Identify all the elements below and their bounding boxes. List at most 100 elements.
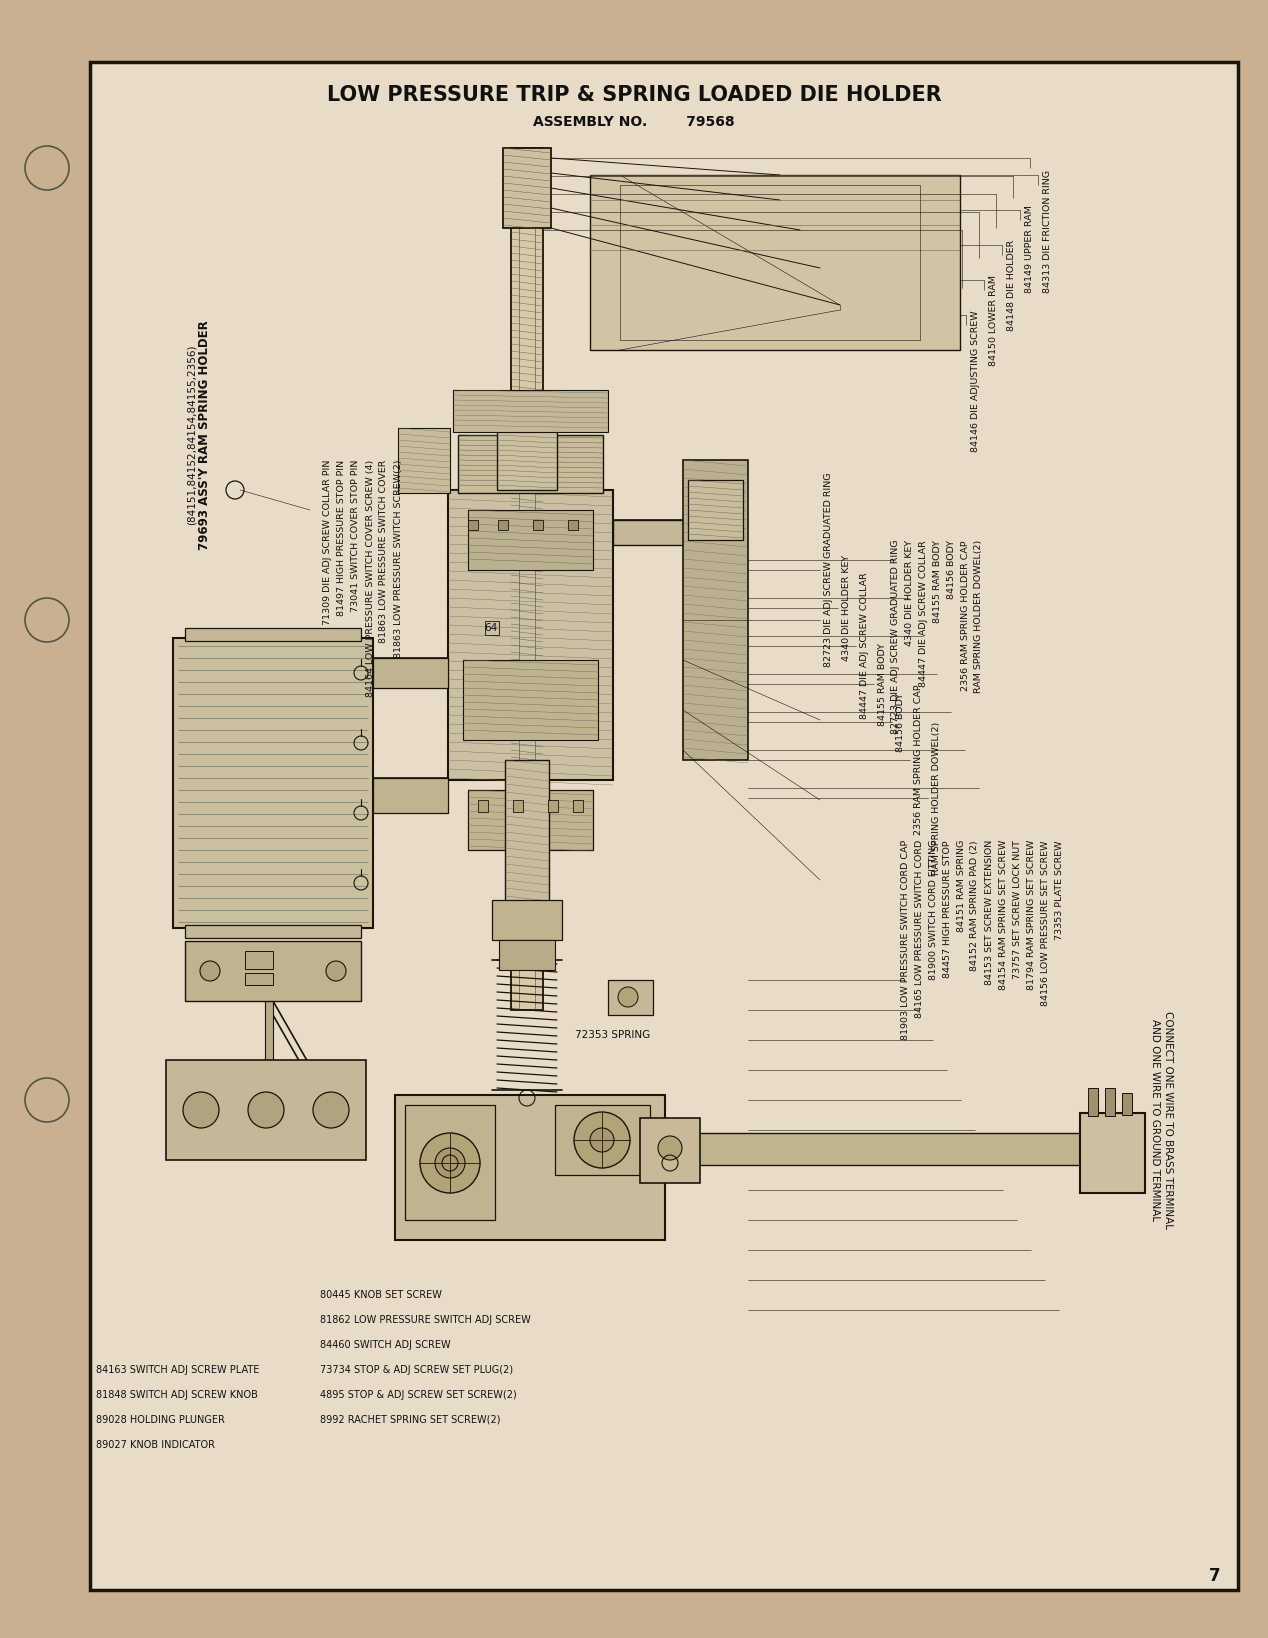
Text: 84155 RAM BODY: 84155 RAM BODY: [877, 642, 888, 726]
Bar: [185, 940, 361, 1001]
Text: 84151 RAM SPRING: 84151 RAM SPRING: [956, 840, 965, 932]
Text: 73757 SET SCREW LOCK NUT: 73757 SET SCREW LOCK NUT: [1013, 840, 1022, 980]
Bar: [468, 509, 593, 570]
Bar: [398, 428, 450, 493]
Bar: [548, 799, 558, 812]
Bar: [1104, 1088, 1115, 1115]
Text: RAM SPRING HOLDER DOWEL(2): RAM SPRING HOLDER DOWEL(2): [932, 721, 941, 875]
Text: 71309 DIE ADJ SCREW COLLAR PIN: 71309 DIE ADJ SCREW COLLAR PIN: [323, 460, 332, 626]
Bar: [533, 519, 543, 531]
Text: 2356 RAM SPRING HOLDER CAP: 2356 RAM SPRING HOLDER CAP: [960, 541, 970, 691]
Bar: [468, 790, 593, 850]
Text: (84151,84152,84154,84155,2356): (84151,84152,84154,84155,2356): [186, 344, 197, 526]
Text: 84149 UPPER RAM: 84149 UPPER RAM: [1025, 205, 1033, 293]
Bar: [484, 621, 500, 636]
Text: 73353 PLATE SCREW: 73353 PLATE SCREW: [1055, 840, 1064, 940]
Text: AND ONE WIRE TO GROUND TERMINAL: AND ONE WIRE TO GROUND TERMINAL: [1150, 1019, 1160, 1220]
Text: 73734 STOP & ADJ SCREW SET PLUG(2): 73734 STOP & ADJ SCREW SET PLUG(2): [320, 1364, 514, 1374]
Bar: [640, 1119, 700, 1183]
Circle shape: [25, 146, 68, 190]
Text: CONNECT ONE WIRE TO BRASS TERMINAL: CONNECT ONE WIRE TO BRASS TERMINAL: [1163, 1011, 1173, 1228]
Circle shape: [249, 1093, 284, 1129]
Text: 64: 64: [484, 622, 497, 632]
Circle shape: [326, 962, 346, 981]
Text: 82723 DIE ADJ SCREW GRADUATED RING: 82723 DIE ADJ SCREW GRADUATED RING: [890, 541, 899, 734]
Bar: [1122, 1093, 1132, 1115]
Bar: [511, 147, 543, 1011]
Circle shape: [420, 1133, 481, 1192]
Bar: [689, 480, 743, 541]
Text: 84313 DIE FRICTION RING: 84313 DIE FRICTION RING: [1044, 170, 1052, 293]
Bar: [478, 799, 488, 812]
Text: 8992 RACHET SPRING SET SCREW(2): 8992 RACHET SPRING SET SCREW(2): [320, 1415, 501, 1425]
Text: 72353 SPRING: 72353 SPRING: [574, 1030, 650, 1040]
Text: 84153 SET SCREW EXTENSION: 84153 SET SCREW EXTENSION: [984, 840, 994, 984]
Text: 81863 LOW PRESSURE SWITCH COVER: 81863 LOW PRESSURE SWITCH COVER: [379, 460, 388, 644]
Text: 80445 KNOB SET SCREW: 80445 KNOB SET SCREW: [320, 1291, 441, 1301]
Text: 81863 LOW PRESSURE SWITCH SCREW(2): 81863 LOW PRESSURE SWITCH SCREW(2): [393, 460, 402, 658]
Bar: [690, 1133, 1080, 1165]
Text: 89028 HOLDING PLUNGER: 89028 HOLDING PLUNGER: [96, 1415, 224, 1425]
Circle shape: [313, 1093, 349, 1129]
Circle shape: [574, 1112, 630, 1168]
Text: 84148 DIE HOLDER: 84148 DIE HOLDER: [1007, 241, 1016, 331]
Bar: [498, 519, 508, 531]
Circle shape: [183, 1093, 219, 1129]
Bar: [373, 778, 448, 812]
Bar: [555, 1106, 650, 1174]
Bar: [683, 460, 748, 760]
Text: 84457 HIGH PRESSURE STOP: 84457 HIGH PRESSURE STOP: [942, 840, 951, 978]
Text: 84447 DIE ADJ SCREW COLLAR: 84447 DIE ADJ SCREW COLLAR: [860, 573, 869, 719]
Text: 4895 STOP & ADJ SCREW SET SCREW(2): 4895 STOP & ADJ SCREW SET SCREW(2): [320, 1391, 517, 1400]
Text: 84156 LOW PRESSURE SET SCREW: 84156 LOW PRESSURE SET SCREW: [1041, 840, 1050, 1006]
Bar: [505, 760, 549, 960]
Bar: [458, 436, 604, 493]
Text: 84152 RAM SPRING PAD (2): 84152 RAM SPRING PAD (2): [970, 840, 979, 971]
Bar: [245, 952, 273, 970]
Text: 84155 RAM BODY: 84155 RAM BODY: [932, 541, 942, 622]
Bar: [1088, 1088, 1098, 1115]
Circle shape: [200, 962, 221, 981]
Text: 84150 LOWER RAM: 84150 LOWER RAM: [989, 275, 998, 365]
Bar: [172, 637, 373, 929]
Circle shape: [658, 1137, 682, 1160]
Text: ASSEMBLY NO.        79568: ASSEMBLY NO. 79568: [533, 115, 735, 129]
Bar: [373, 658, 448, 688]
Bar: [514, 799, 522, 812]
Bar: [497, 431, 557, 490]
Text: 84156 BODY: 84156 BODY: [946, 541, 956, 600]
Text: 79693 ASS'Y RAM SPRING HOLDER: 79693 ASS'Y RAM SPRING HOLDER: [199, 319, 212, 550]
Bar: [500, 940, 555, 970]
Text: 4340 DIE HOLDER KEY: 4340 DIE HOLDER KEY: [904, 541, 913, 645]
Bar: [492, 899, 562, 940]
Circle shape: [25, 598, 68, 642]
Text: 89027 KNOB INDICATOR: 89027 KNOB INDICATOR: [96, 1440, 216, 1450]
Bar: [503, 147, 552, 228]
Text: 2356 RAM SPRING HOLDER CAP: 2356 RAM SPRING HOLDER CAP: [914, 685, 923, 835]
Text: 84447 DIE ADJ SCREW COLLAR: 84447 DIE ADJ SCREW COLLAR: [918, 541, 927, 686]
Text: 84146 DIE ADJUSTING SCREW: 84146 DIE ADJUSTING SCREW: [971, 310, 980, 452]
Bar: [453, 390, 607, 432]
Bar: [245, 973, 273, 984]
Bar: [568, 519, 578, 531]
Text: 81903 LOW PRESSURE SWITCH CORD CAP: 81903 LOW PRESSURE SWITCH CORD CAP: [900, 840, 909, 1040]
Bar: [166, 1060, 366, 1160]
Bar: [185, 627, 361, 640]
Text: 81497 HIGH PRESSURE STOP PIN: 81497 HIGH PRESSURE STOP PIN: [337, 460, 346, 616]
Bar: [396, 1094, 664, 1240]
Text: 81862 LOW PRESSURE SWITCH ADJ SCREW: 81862 LOW PRESSURE SWITCH ADJ SCREW: [320, 1315, 531, 1325]
Bar: [590, 175, 960, 351]
Bar: [185, 925, 361, 939]
Bar: [404, 1106, 495, 1220]
Text: 84460 SWITCH ADJ SCREW: 84460 SWITCH ADJ SCREW: [320, 1340, 450, 1350]
Text: 84165 LOW PRESSURE SWITCH CORD: 84165 LOW PRESSURE SWITCH CORD: [914, 840, 923, 1019]
Bar: [1080, 1112, 1145, 1192]
Text: 84163 SWITCH ADJ SCREW PLATE: 84163 SWITCH ADJ SCREW PLATE: [96, 1364, 260, 1374]
Bar: [612, 519, 733, 545]
Text: 81900 SWITCH CORD FITTING: 81900 SWITCH CORD FITTING: [928, 840, 937, 981]
Text: 84154 RAM SPRING SET SCREW: 84154 RAM SPRING SET SCREW: [998, 840, 1008, 991]
Text: RAM SPRING HOLDER DOWEL(2): RAM SPRING HOLDER DOWEL(2): [975, 541, 984, 693]
Text: 84164 LOW PRESSURE SWITCH COVER SCREW (4): 84164 LOW PRESSURE SWITCH COVER SCREW (4…: [365, 460, 374, 698]
Bar: [265, 1001, 273, 1071]
Bar: [508, 770, 538, 781]
